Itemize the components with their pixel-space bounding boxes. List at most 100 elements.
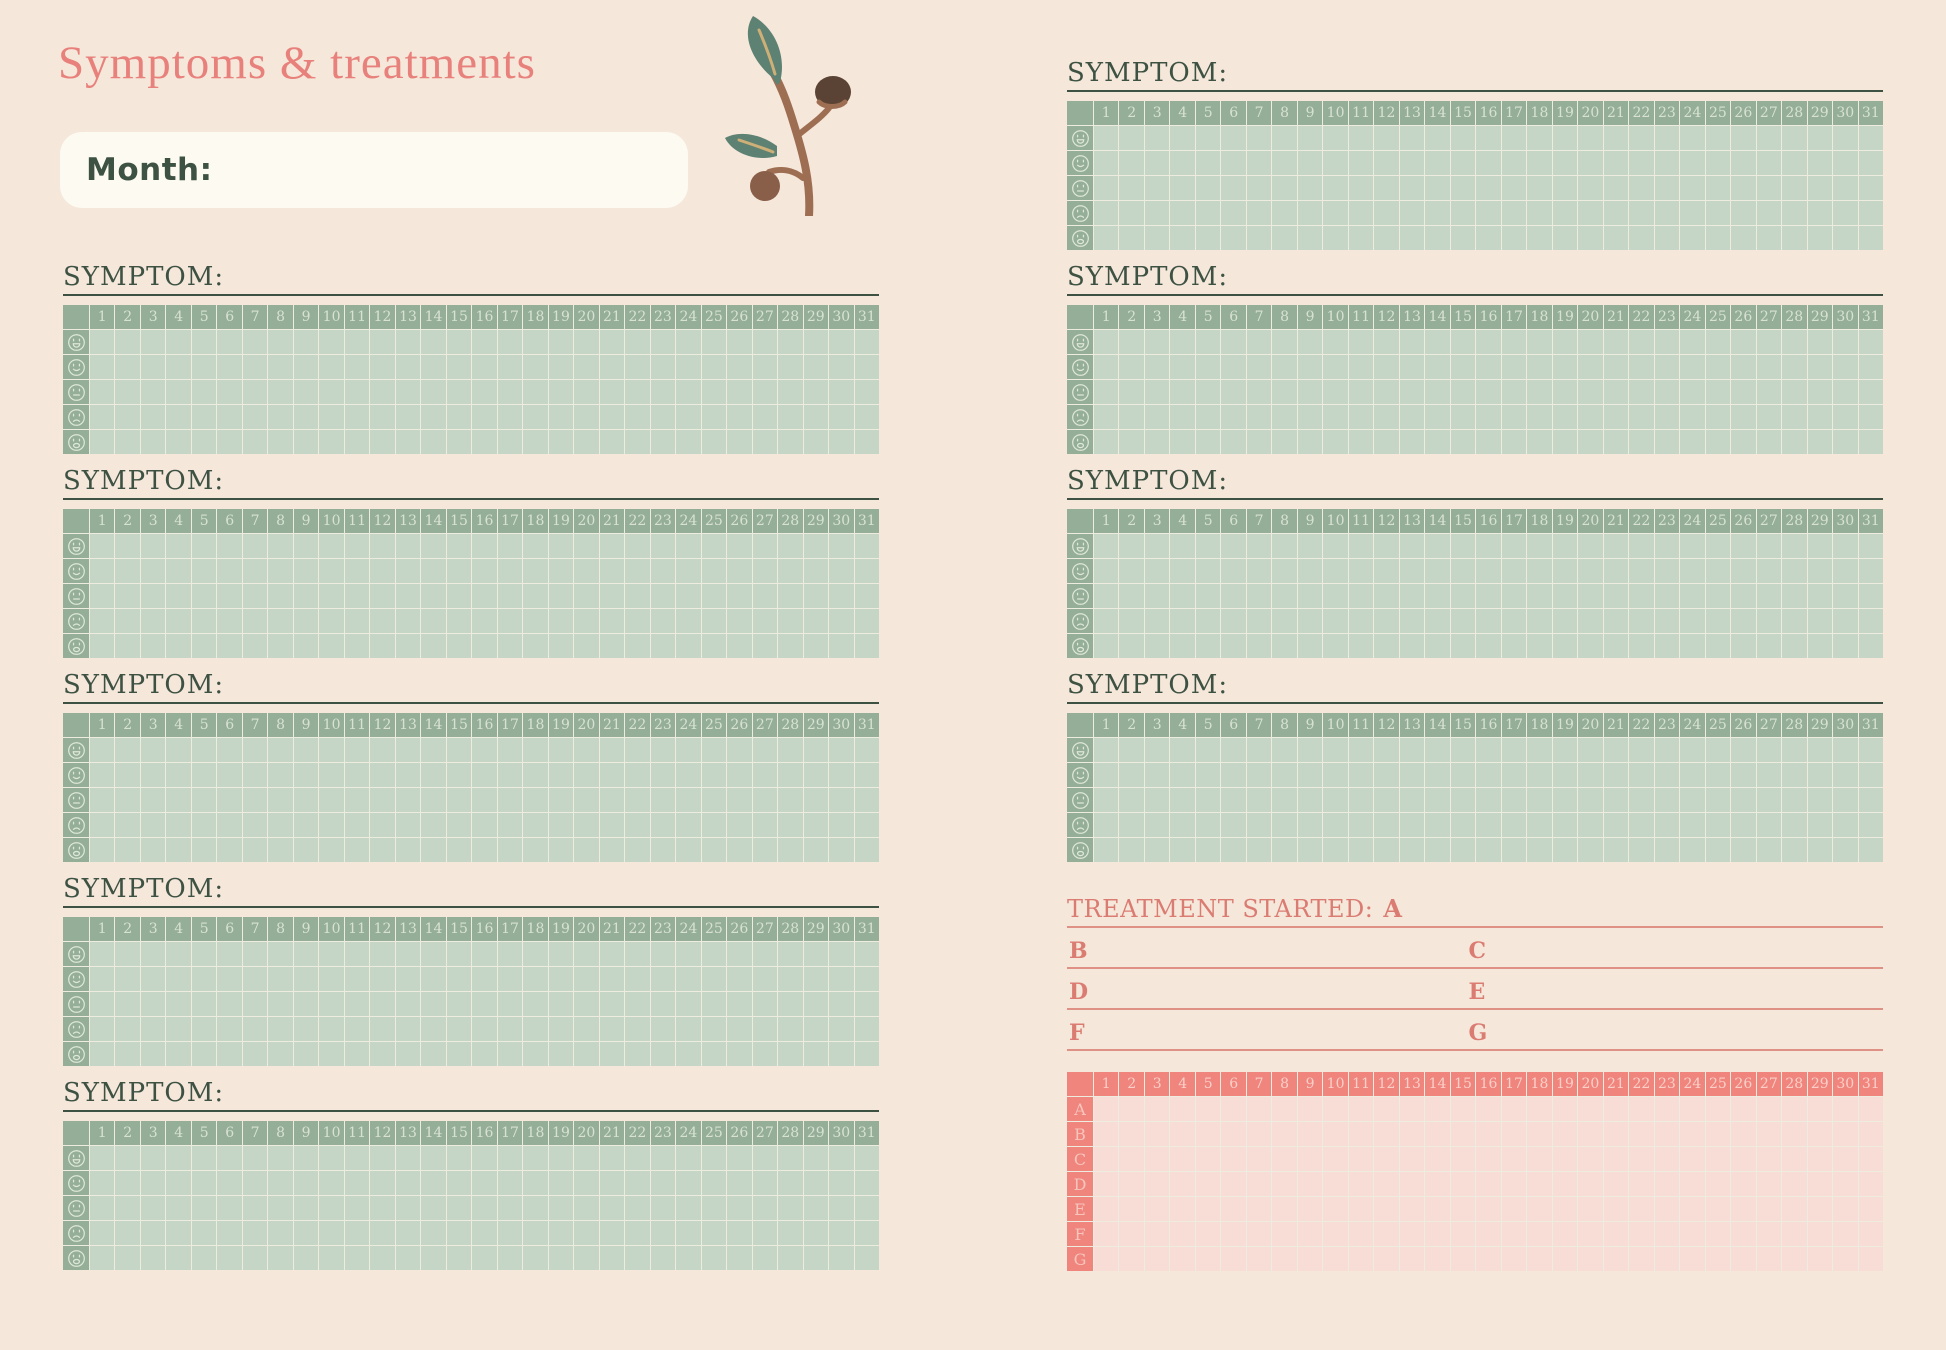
day-cell[interactable] [599, 1146, 625, 1170]
day-cell[interactable] [599, 1042, 625, 1066]
day-cell[interactable] [319, 330, 344, 354]
day-cell[interactable] [1119, 176, 1144, 200]
day-cell[interactable] [1374, 763, 1399, 787]
day-cell[interactable] [599, 838, 625, 862]
day-cell[interactable] [293, 1196, 319, 1220]
day-cell[interactable] [1195, 405, 1221, 429]
day-cell[interactable] [1323, 380, 1348, 404]
day-cell[interactable] [625, 813, 650, 837]
day-cell[interactable] [854, 1221, 879, 1245]
day-cell[interactable] [319, 967, 344, 991]
day-cell[interactable] [268, 1196, 293, 1220]
day-cell[interactable] [803, 430, 829, 454]
treatment-started-field[interactable]: TREATMENT STARTED: A [1067, 892, 1883, 928]
day-cell[interactable] [1476, 355, 1501, 379]
day-cell[interactable] [523, 584, 548, 608]
day-cell[interactable] [472, 942, 497, 966]
day-cell[interactable] [548, 1246, 574, 1270]
day-cell[interactable] [1297, 738, 1323, 762]
day-cell[interactable] [803, 1017, 829, 1041]
day-cell[interactable] [115, 1221, 140, 1245]
day-cell[interactable] [778, 1196, 803, 1220]
day-cell[interactable] [1119, 1247, 1144, 1271]
day-cell[interactable] [1501, 838, 1527, 862]
day-cell[interactable] [1756, 559, 1782, 583]
day-cell[interactable] [1476, 430, 1501, 454]
day-cell[interactable] [1731, 738, 1756, 762]
day-cell[interactable] [523, 1221, 548, 1245]
day-cell[interactable] [1246, 226, 1272, 250]
day-cell[interactable] [446, 430, 472, 454]
day-cell[interactable] [1119, 380, 1144, 404]
day-cell[interactable] [523, 355, 548, 379]
day-cell[interactable] [1858, 201, 1883, 225]
day-cell[interactable] [1399, 151, 1425, 175]
day-cell[interactable] [701, 634, 727, 658]
day-cell[interactable] [1705, 788, 1731, 812]
day-cell[interactable] [1094, 534, 1119, 558]
day-cell[interactable] [166, 330, 191, 354]
day-cell[interactable] [115, 584, 140, 608]
day-cell[interactable] [1705, 1247, 1731, 1271]
day-cell[interactable] [803, 634, 829, 658]
day-cell[interactable] [676, 634, 701, 658]
day-cell[interactable] [421, 813, 446, 837]
day-cell[interactable] [1399, 813, 1425, 837]
day-cell[interactable] [1603, 430, 1629, 454]
day-cell[interactable] [1603, 763, 1629, 787]
day-cell[interactable] [727, 813, 752, 837]
day-cell[interactable] [1119, 1197, 1144, 1221]
day-cell[interactable] [1348, 788, 1374, 812]
day-cell[interactable] [854, 559, 879, 583]
day-cell[interactable] [421, 634, 446, 658]
day-cell[interactable] [1782, 226, 1807, 250]
day-cell[interactable] [166, 430, 191, 454]
day-cell[interactable] [574, 634, 599, 658]
day-cell[interactable] [115, 942, 140, 966]
day-cell[interactable] [1731, 838, 1756, 862]
day-cell[interactable] [1527, 1172, 1552, 1196]
day-cell[interactable] [1119, 1222, 1144, 1246]
day-cell[interactable] [319, 1171, 344, 1195]
day-cell[interactable] [115, 967, 140, 991]
day-cell[interactable] [1756, 609, 1782, 633]
day-cell[interactable] [778, 738, 803, 762]
day-cell[interactable] [1323, 226, 1348, 250]
day-cell[interactable] [370, 405, 395, 429]
day-cell[interactable] [217, 355, 242, 379]
day-cell[interactable] [140, 1146, 166, 1170]
day-cell[interactable] [319, 634, 344, 658]
day-cell[interactable] [1680, 201, 1705, 225]
day-cell[interactable] [115, 1017, 140, 1041]
day-cell[interactable] [1705, 1197, 1731, 1221]
day-cell[interactable] [1246, 1247, 1272, 1271]
day-cell[interactable] [472, 813, 497, 837]
day-cell[interactable] [1756, 838, 1782, 862]
day-cell[interactable] [676, 738, 701, 762]
day-cell[interactable] [395, 430, 421, 454]
day-cell[interactable] [1425, 813, 1450, 837]
day-cell[interactable] [1094, 1172, 1119, 1196]
day-cell[interactable] [1782, 788, 1807, 812]
day-cell[interactable] [319, 559, 344, 583]
day-cell[interactable] [1450, 738, 1476, 762]
day-cell[interactable] [319, 838, 344, 862]
day-cell[interactable] [370, 1221, 395, 1245]
day-cell[interactable] [1374, 559, 1399, 583]
day-cell[interactable] [140, 942, 166, 966]
day-cell[interactable] [293, 838, 319, 862]
day-cell[interactable] [1527, 1247, 1552, 1271]
day-cell[interactable] [1246, 584, 1272, 608]
day-cell[interactable] [1170, 1147, 1195, 1171]
day-cell[interactable] [1578, 430, 1603, 454]
day-cell[interactable] [497, 1196, 523, 1220]
day-cell[interactable] [1680, 405, 1705, 429]
day-cell[interactable] [1858, 609, 1883, 633]
day-cell[interactable] [1654, 609, 1680, 633]
day-cell[interactable] [1221, 838, 1246, 862]
day-cell[interactable] [1527, 1222, 1552, 1246]
day-cell[interactable] [1476, 559, 1501, 583]
day-cell[interactable] [90, 534, 115, 558]
day-cell[interactable] [1680, 838, 1705, 862]
day-cell[interactable] [395, 1171, 421, 1195]
